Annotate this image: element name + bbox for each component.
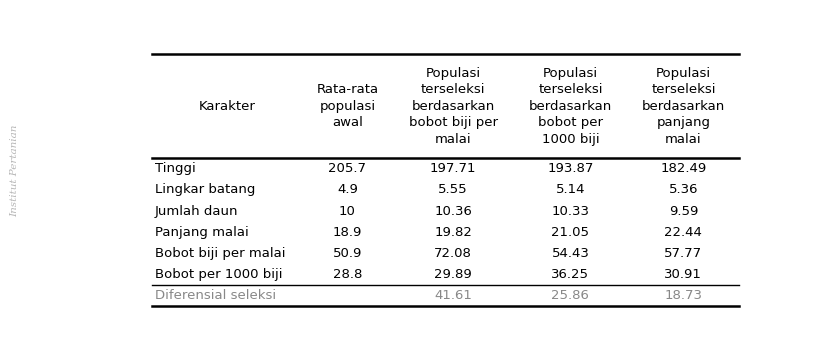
Text: 72.08: 72.08	[434, 247, 472, 260]
Text: 18.9: 18.9	[333, 226, 362, 239]
Text: Bobot biji per malai: Bobot biji per malai	[155, 247, 285, 260]
Text: Rata-rata
populasi
awal: Rata-rata populasi awal	[316, 83, 379, 129]
Text: 10.33: 10.33	[552, 205, 589, 218]
Text: 21.05: 21.05	[552, 226, 589, 239]
Text: Diferensial seleksi: Diferensial seleksi	[155, 289, 276, 302]
Text: 5.36: 5.36	[669, 183, 698, 197]
Text: 57.77: 57.77	[664, 247, 702, 260]
Text: 10: 10	[339, 205, 356, 218]
Text: 36.25: 36.25	[552, 268, 589, 281]
Text: 182.49: 182.49	[661, 162, 706, 176]
Text: 18.73: 18.73	[665, 289, 702, 302]
Text: Karakter: Karakter	[199, 100, 255, 112]
Text: 10.36: 10.36	[434, 205, 472, 218]
Text: 193.87: 193.87	[547, 162, 593, 176]
Text: 197.71: 197.71	[430, 162, 477, 176]
Text: 22.44: 22.44	[665, 226, 702, 239]
Text: Jumlah daun: Jumlah daun	[155, 205, 238, 218]
Text: Bobot per 1000 biji: Bobot per 1000 biji	[155, 268, 282, 281]
Text: 29.89: 29.89	[434, 268, 472, 281]
Text: Tinggi: Tinggi	[155, 162, 196, 176]
Text: 5.14: 5.14	[556, 183, 585, 197]
Text: 205.7: 205.7	[329, 162, 366, 176]
Text: Panjang malai: Panjang malai	[155, 226, 249, 239]
Text: 19.82: 19.82	[434, 226, 472, 239]
Text: 5.55: 5.55	[438, 183, 468, 197]
Text: 50.9: 50.9	[333, 247, 362, 260]
Text: Institut Pertanian: Institut Pertanian	[11, 125, 19, 217]
Text: Populasi
terseleksi
berdasarkan
bobot biji per
malai: Populasi terseleksi berdasarkan bobot bi…	[409, 67, 498, 146]
Text: Lingkar batang: Lingkar batang	[155, 183, 255, 197]
Text: Populasi
terseleksi
berdasarkan
bobot per
1000 biji: Populasi terseleksi berdasarkan bobot pe…	[529, 67, 612, 146]
Text: 41.61: 41.61	[434, 289, 472, 302]
Text: Populasi
terseleksi
berdasarkan
panjang
malai: Populasi terseleksi berdasarkan panjang …	[641, 67, 725, 146]
Text: 54.43: 54.43	[552, 247, 589, 260]
Text: 25.86: 25.86	[552, 289, 589, 302]
Text: 28.8: 28.8	[333, 268, 362, 281]
Text: 4.9: 4.9	[337, 183, 358, 197]
Text: 9.59: 9.59	[669, 205, 698, 218]
Text: 30.91: 30.91	[665, 268, 702, 281]
